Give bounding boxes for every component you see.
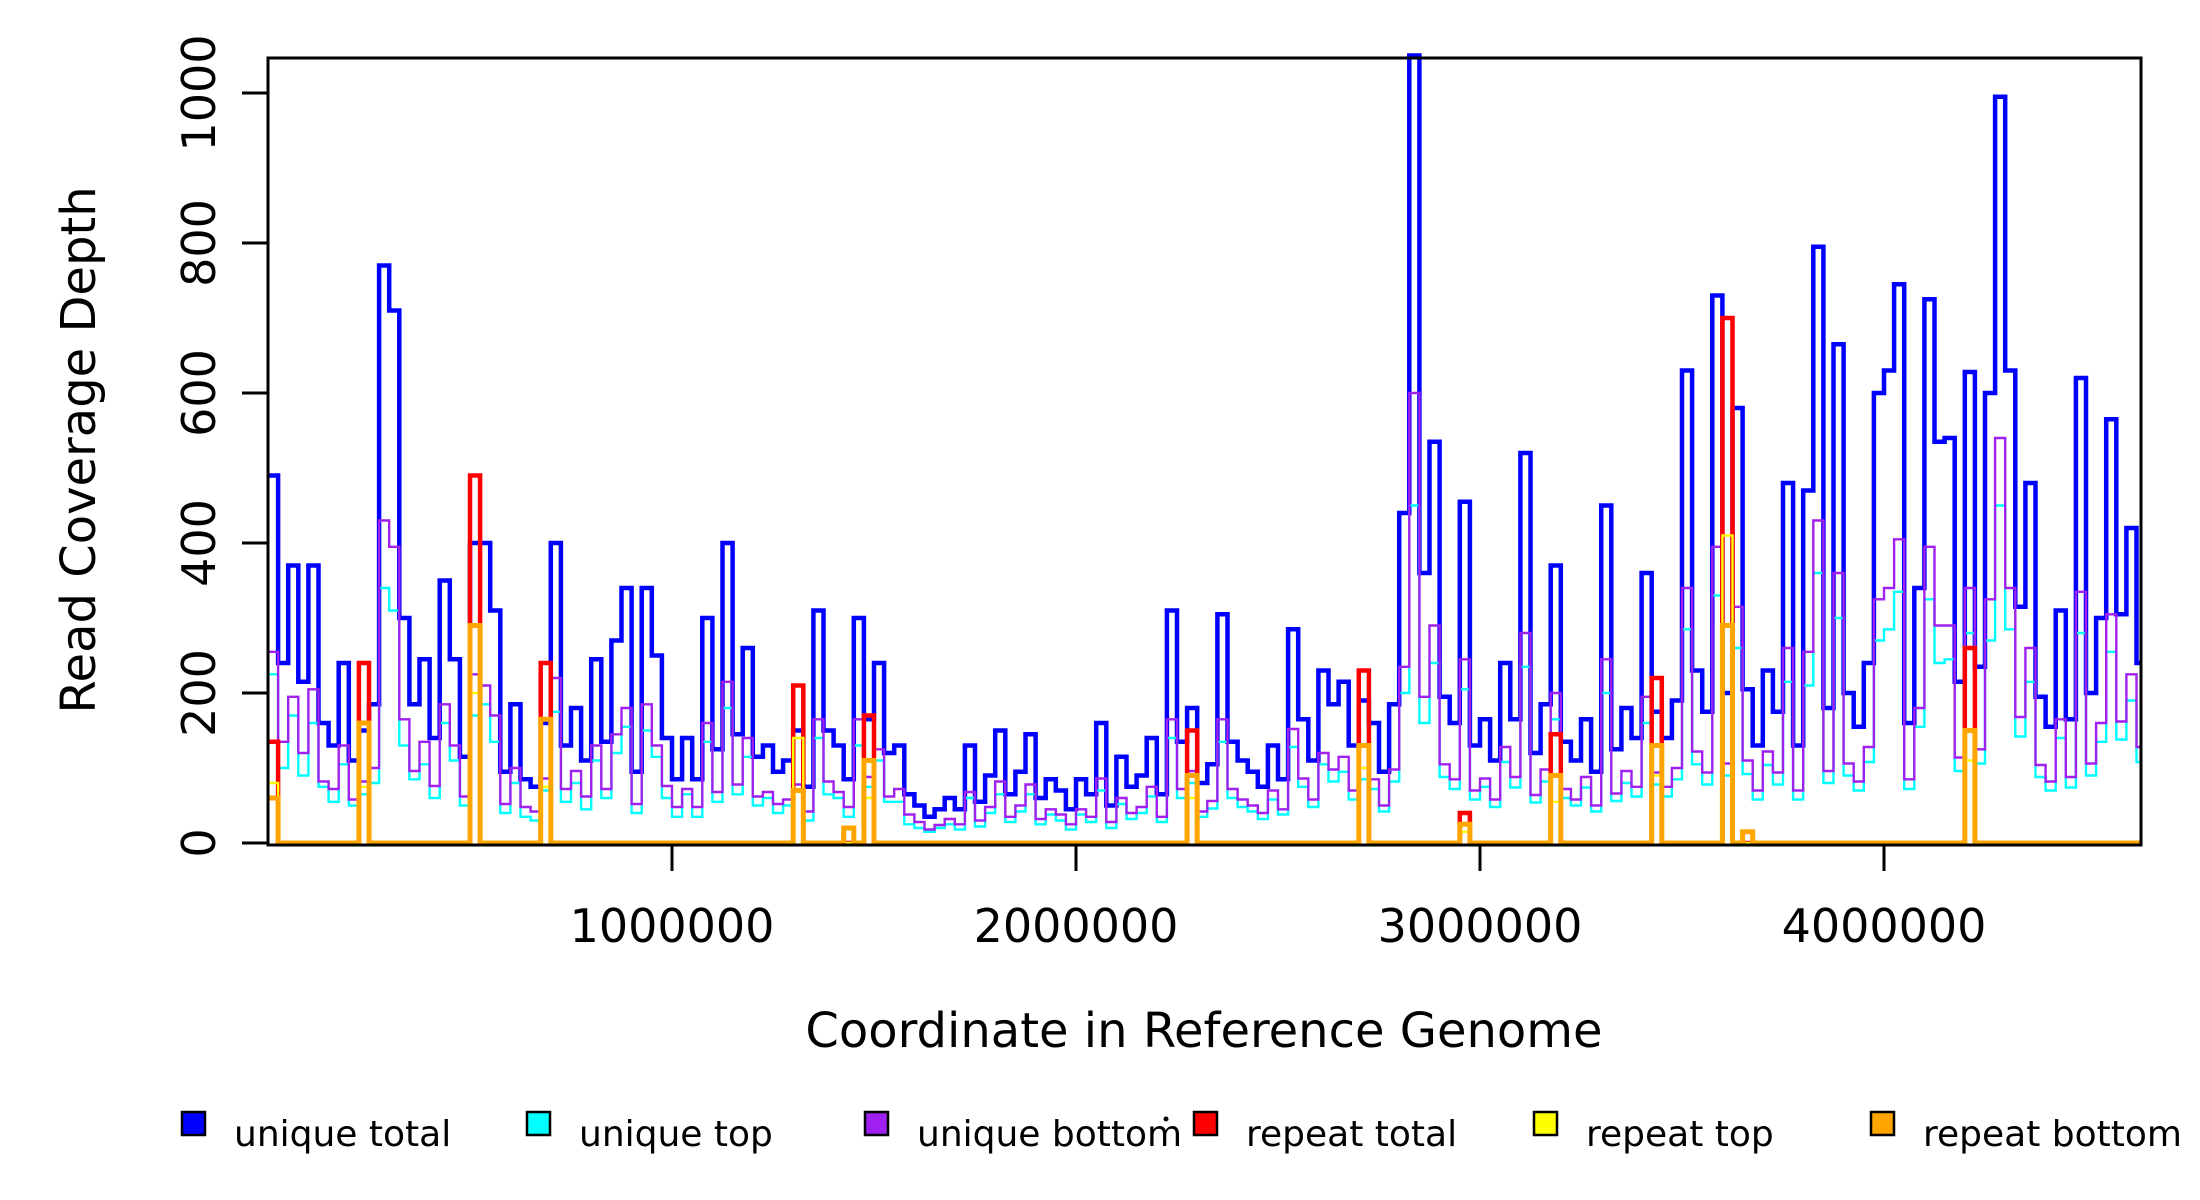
y-tick-label: 600 <box>172 349 226 437</box>
legend-label: unique bottom <box>917 1114 1182 1155</box>
plot-frame <box>266 56 2143 847</box>
y-axis: 0 200 400 600 800 1000 <box>172 34 268 858</box>
series-repeat-bottom <box>268 623 2141 846</box>
x-tick-label: 2000000 <box>974 899 1179 953</box>
x-tick-label: 3000000 <box>1378 899 1583 953</box>
legend-label: unique top <box>579 1114 773 1155</box>
legend: unique total unique top unique bottom repea… <box>180 1110 2182 1155</box>
legend-item-repeat-total: repeat total <box>1192 1110 1457 1155</box>
legend-label: repeat bottom <box>1923 1114 2182 1155</box>
series-unique-bottom <box>268 391 2141 831</box>
y-tick-label: 800 <box>172 199 226 287</box>
legend-item-repeat-top: repeat top <box>1532 1110 1774 1155</box>
x-axis-title: Coordinate in Reference Genome <box>805 1003 1602 1059</box>
legend-item-unique-bottom: unique bottom <box>863 1110 1182 1155</box>
legend-label: repeat total <box>1246 1114 1457 1155</box>
legend-swatch-unique-total <box>180 1110 207 1137</box>
legend-swatch-unique-top <box>525 1110 552 1137</box>
y-axis-title: Read Coverage Depth <box>51 186 107 713</box>
legend-item-unique-top: unique top <box>525 1110 773 1155</box>
series-layer <box>268 53 2141 846</box>
legend-item-unique-total: unique total <box>180 1110 451 1155</box>
y-tick-label: 0 <box>172 828 226 857</box>
y-tick-label: 1000 <box>172 34 226 151</box>
x-tick-label: 4000000 <box>1782 899 1987 953</box>
legend-label: repeat top <box>1586 1114 1774 1155</box>
legend-stray-dot <box>1163 1116 1169 1122</box>
y-tick-label: 400 <box>172 499 226 587</box>
legend-swatch-repeat-bottom <box>1869 1110 1896 1137</box>
legend-item-repeat-bottom: repeat bottom <box>1869 1110 2182 1155</box>
legend-swatch-unique-bottom <box>863 1110 890 1137</box>
legend-swatch-repeat-total <box>1192 1110 1219 1137</box>
legend-swatch-repeat-top <box>1532 1110 1559 1137</box>
legend-label: unique total <box>234 1114 451 1155</box>
y-tick-label: 200 <box>172 649 226 737</box>
x-axis: 1000000 2000000 3000000 4000000 <box>570 845 1987 953</box>
x-tick-label: 1000000 <box>570 899 775 953</box>
